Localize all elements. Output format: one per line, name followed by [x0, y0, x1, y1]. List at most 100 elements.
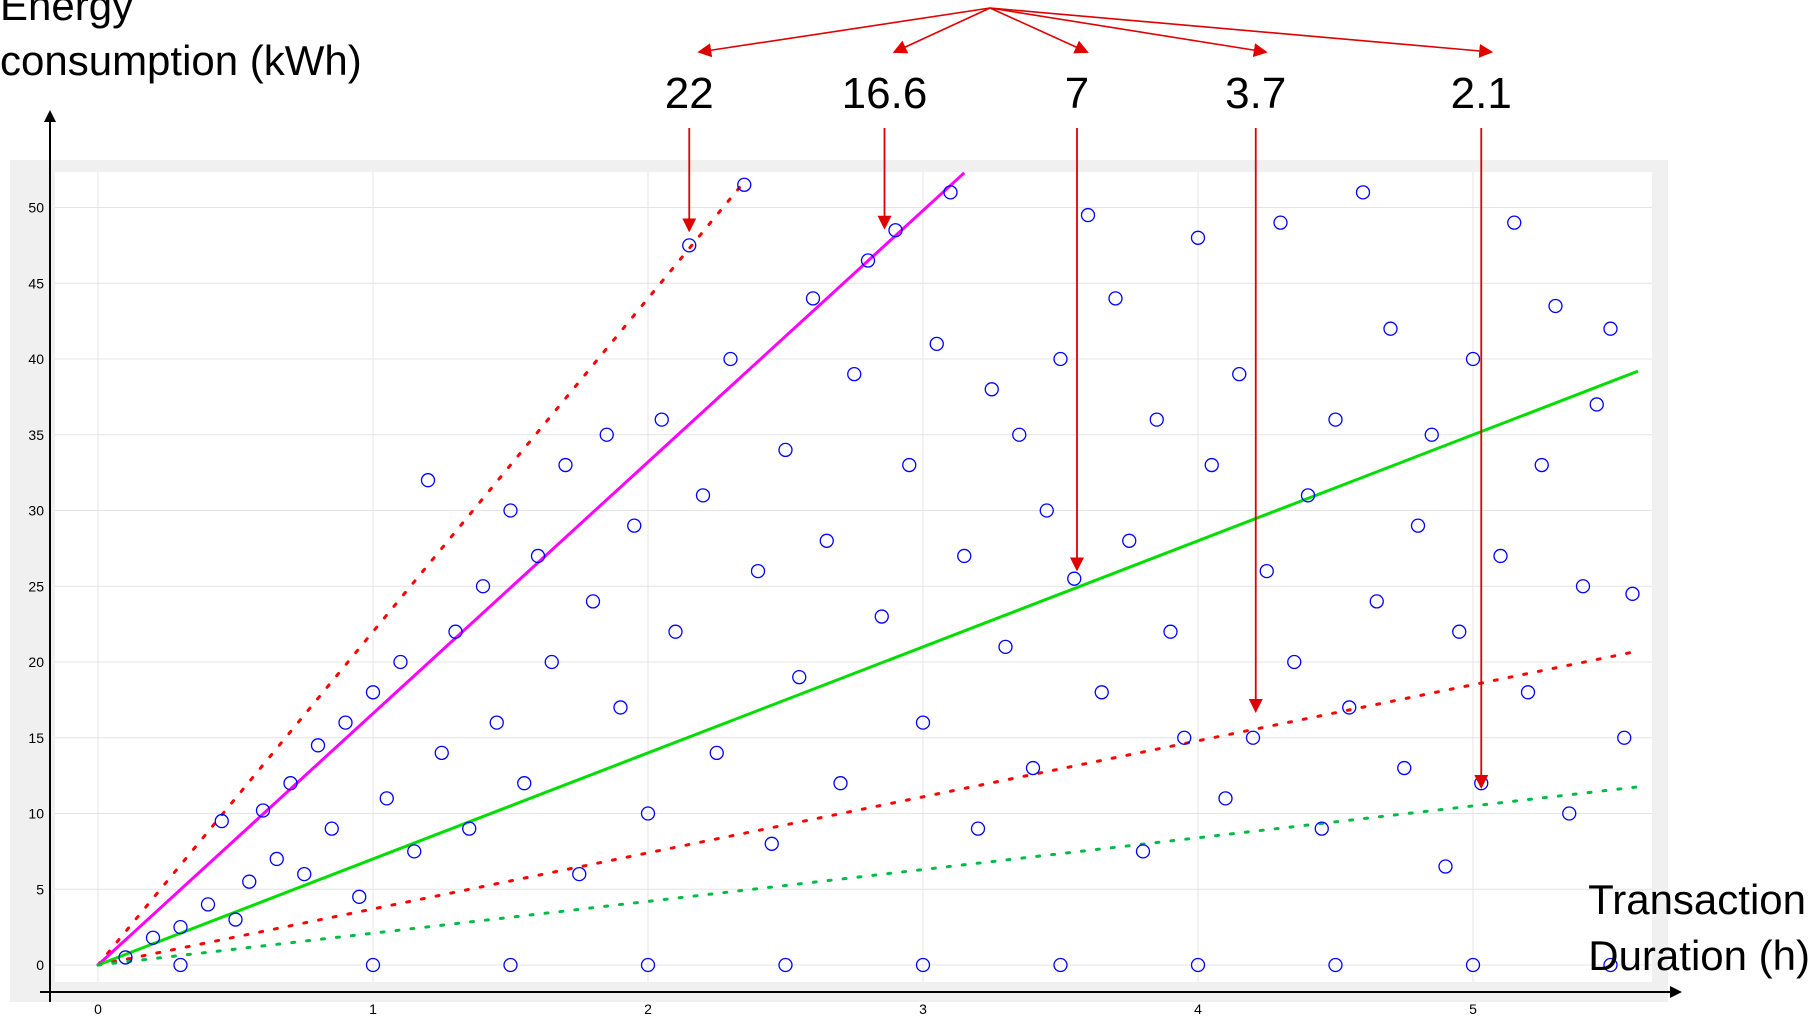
data-point: [1493, 548, 1508, 564]
data-point: [915, 957, 931, 973]
data-point: [737, 177, 752, 192]
power-label-16.6: 16.6: [842, 69, 928, 118]
power-line-16.6: [96, 171, 966, 967]
data-point: [503, 503, 518, 518]
data-point: [1314, 821, 1329, 836]
y-tick-label: 25: [28, 578, 44, 594]
data-point: [352, 889, 367, 904]
data-point: [764, 836, 779, 851]
data-point: [1507, 215, 1522, 230]
data-point: [1603, 321, 1618, 336]
data-point: [1273, 215, 1288, 230]
data-point: [379, 791, 394, 806]
data-point: [544, 654, 559, 670]
y-tick-label: 0: [36, 957, 44, 973]
data-point: [860, 253, 876, 268]
data-point: [1163, 624, 1178, 639]
data-point: [723, 351, 738, 367]
data-point: [1397, 760, 1412, 776]
data-point: [1328, 957, 1343, 973]
y-tick-label: 10: [28, 806, 44, 822]
data-point: [1410, 518, 1426, 533]
data-point: [145, 930, 161, 945]
data-point: [393, 654, 408, 670]
data-point: [778, 957, 793, 973]
data-point: [998, 639, 1013, 654]
power-line-22: [96, 176, 749, 967]
data-point: [489, 715, 504, 730]
y-tick-label: 15: [28, 730, 44, 746]
data-point: [654, 412, 669, 427]
power-lines: [96, 171, 1640, 967]
data-point: [1369, 594, 1384, 609]
data-point: [503, 957, 518, 973]
data-point: [1617, 730, 1632, 745]
data-point: [1575, 579, 1591, 594]
y-tick-label: 5: [36, 881, 44, 897]
data-point: [1589, 397, 1604, 412]
data-point: [1039, 503, 1054, 518]
y-axis-label-line2: consumption (kWh): [0, 37, 362, 84]
fan-arrow-22: [697, 7, 991, 58]
grid: [55, 172, 1652, 982]
data-point: [1190, 230, 1206, 245]
data-point: [805, 291, 821, 306]
x-axis-label-line2: Duration (h): [1588, 932, 1810, 979]
data-point: [434, 745, 449, 761]
power-label-7: 7: [1065, 69, 1089, 118]
plot-area: [55, 172, 1652, 982]
data-point: [1190, 957, 1206, 973]
data-point: [943, 185, 958, 200]
data-point: [902, 457, 917, 473]
power-label-3.7: 3.7: [1225, 69, 1286, 118]
data-points: [118, 177, 1640, 973]
data-point: [1438, 859, 1453, 874]
x-tick-label: 2: [644, 1001, 652, 1017]
data-point: [310, 738, 326, 753]
data-point: [1383, 321, 1398, 336]
data-point: [1603, 957, 1618, 973]
x-tick-label: 3: [919, 1001, 927, 1017]
power-label-22: 22: [665, 69, 714, 118]
data-point: [750, 563, 766, 579]
data-point: [957, 548, 972, 564]
data-point: [1232, 366, 1247, 382]
data-point: [365, 685, 381, 700]
data-point: [228, 912, 243, 927]
x-tick-label: 0: [94, 1001, 102, 1017]
data-point: [874, 609, 889, 624]
y-tick-label: 20: [28, 654, 44, 670]
data-point: [1080, 207, 1096, 223]
data-point: [984, 382, 999, 397]
data-point: [1424, 427, 1439, 442]
fan-arrow-2.1: [989, 7, 1494, 58]
data-point: [695, 488, 711, 503]
fan-arrow-16.6: [892, 7, 991, 54]
y-axis-label-line1: Energy: [0, 0, 133, 29]
data-point: [297, 866, 312, 882]
data-point: [1122, 533, 1137, 548]
data-point: [1465, 957, 1481, 973]
data-point: [1300, 488, 1316, 503]
data-point: [640, 957, 656, 973]
y-tick-label: 40: [28, 351, 44, 367]
data-point: [407, 844, 422, 859]
power-label-2.1: 2.1: [1451, 69, 1512, 118]
data-point: [1108, 291, 1123, 306]
data-point: [1534, 457, 1549, 473]
data-point: [792, 670, 807, 685]
x-tick-label: 4: [1194, 1001, 1202, 1017]
data-point: [819, 533, 834, 548]
data-point: [214, 813, 229, 829]
data-point: [530, 548, 546, 564]
fan-arrow-7: [989, 7, 1089, 54]
data-point: [173, 919, 188, 935]
fan-arrow-3.7: [989, 7, 1268, 58]
data-point: [200, 897, 216, 912]
data-point: [585, 594, 601, 609]
data-point: [1053, 957, 1068, 973]
data-point: [572, 866, 587, 882]
data-point: [1548, 298, 1563, 314]
data-point: [709, 745, 724, 761]
data-point: [365, 957, 381, 973]
